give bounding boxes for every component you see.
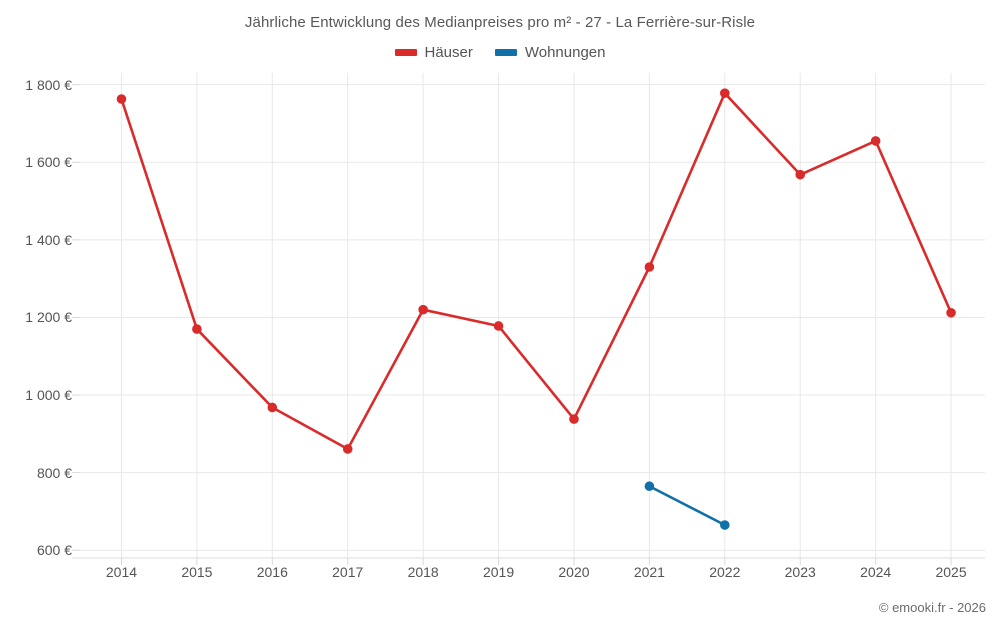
- y-axis-tick-label: 1 600 €: [25, 154, 72, 171]
- x-axis-tick-label: 2022: [709, 564, 741, 580]
- data-point[interactable]: [342, 444, 353, 454]
- data-point[interactable]: [946, 307, 956, 318]
- y-axis-tick-label: 1 400 €: [25, 231, 72, 248]
- legend-item-hauser[interactable]: Häuser: [394, 44, 473, 61]
- y-axis-tick-label: 1 000 €: [25, 387, 72, 404]
- x-axis-tick-label: 2024: [860, 564, 892, 580]
- y-axis-labels: 600 € 800 € 1 000 € 1 200 € 1 400 € 1 600 € 1 …: [0, 73, 72, 559]
- x-axis-tick-label: 2020: [558, 564, 590, 580]
- chart-legend: Häuser Wohnungen: [0, 44, 1000, 61]
- y-axis-tick-label: 1 800 €: [25, 76, 72, 93]
- x-axis-tick-label: 2016: [256, 564, 288, 580]
- data-point[interactable]: [418, 304, 428, 315]
- chart-title: Jährliche Entwicklung des Medianpreises …: [244, 14, 756, 31]
- y-axis-tick-label: 600 €: [36, 542, 72, 559]
- series-line-1: [120, 91, 953, 451]
- x-axis-tick-label: 2015: [181, 564, 213, 580]
- x-axis-tick-label: 2017: [332, 564, 364, 580]
- data-point[interactable]: [870, 136, 881, 146]
- x-axis-tick-label: 2018: [407, 564, 439, 580]
- legend-swatch-icon: [394, 49, 417, 56]
- series-line-2: [648, 484, 727, 527]
- data-point[interactable]: [644, 481, 655, 492]
- data-point[interactable]: [644, 262, 655, 272]
- footer-credit: © emooki.fr - 2026: [878, 600, 986, 615]
- x-axis-tick-label: 2021: [633, 564, 665, 580]
- x-axis-labels: 2014 2015 2016 2017 2018 2019 2020 2021 2022 2023…: [0, 564, 1000, 588]
- legend-label: Häuser: [424, 44, 473, 61]
- data-point[interactable]: [569, 414, 579, 424]
- legend-label: Wohnungen: [524, 44, 606, 61]
- chart-canvas: [72, 73, 985, 565]
- x-axis-tick-label: 2023: [784, 564, 816, 580]
- x-axis-tick-label: 2025: [935, 564, 967, 580]
- plot-area: [72, 73, 985, 565]
- data-point[interactable]: [720, 520, 730, 530]
- x-axis-tick-label: 2019: [482, 564, 515, 580]
- data-point[interactable]: [493, 321, 504, 331]
- y-axis-tick-label: 1 200 €: [25, 309, 72, 326]
- data-point[interactable]: [116, 94, 127, 104]
- data-point[interactable]: [267, 402, 278, 413]
- data-point[interactable]: [720, 88, 730, 98]
- data-point[interactable]: [192, 324, 202, 334]
- legend-swatch-icon: [494, 49, 517, 56]
- data-point[interactable]: [795, 169, 806, 180]
- y-axis-tick-label: 800 €: [36, 464, 72, 481]
- x-axis-tick-label: 2014: [105, 564, 138, 580]
- legend-item-wohnungen[interactable]: Wohnungen: [494, 44, 606, 61]
